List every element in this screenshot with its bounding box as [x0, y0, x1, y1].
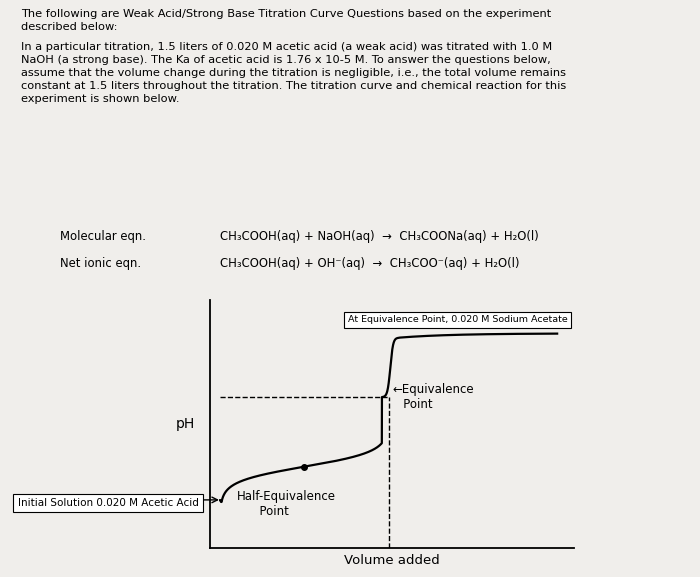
Text: Molecular eqn.: Molecular eqn.: [60, 230, 146, 243]
Text: In a particular titration, 1.5 liters of 0.020 M acetic acid (a weak acid) was t: In a particular titration, 1.5 liters of…: [21, 42, 566, 104]
Text: ←Equivalence
   Point: ←Equivalence Point: [392, 383, 474, 411]
Text: Half-Equivalence
      Point: Half-Equivalence Point: [237, 490, 336, 518]
Text: At Equivalence Point, 0.020 M Sodium Acetate: At Equivalence Point, 0.020 M Sodium Ace…: [347, 316, 567, 324]
Text: CH₃COOH(aq) + OH⁻(aq)  →  CH₃COO⁻(aq) + H₂O(l): CH₃COOH(aq) + OH⁻(aq) → CH₃COO⁻(aq) + H₂…: [220, 257, 520, 270]
Text: CH₃COOH(aq) + NaOH(aq)  →  CH₃COONa(aq) + H₂O(l): CH₃COOH(aq) + NaOH(aq) → CH₃COONa(aq) + …: [220, 230, 539, 243]
Text: The following are Weak Acid/Strong Base Titration Curve Questions based on the e: The following are Weak Acid/Strong Base …: [21, 9, 552, 32]
X-axis label: Volume added: Volume added: [344, 554, 440, 567]
Text: Initial Solution 0.020 M Acetic Acid: Initial Solution 0.020 M Acetic Acid: [18, 498, 198, 508]
Text: Net ionic eqn.: Net ionic eqn.: [60, 257, 141, 270]
Y-axis label: pH: pH: [176, 417, 195, 431]
